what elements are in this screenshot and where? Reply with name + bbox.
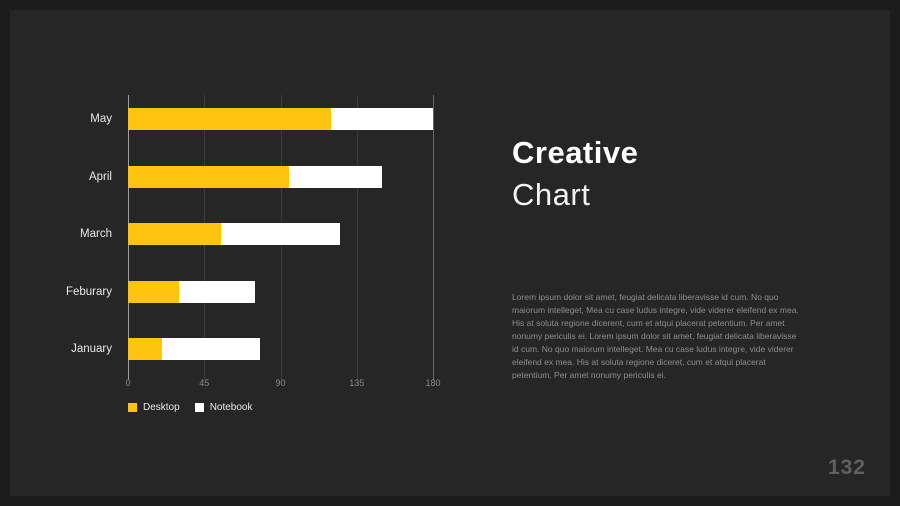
chart-legend: Desktop Notebook: [128, 402, 253, 413]
x-tick-label: 45: [199, 378, 210, 388]
bar-row: [128, 108, 433, 130]
bar-segment-notebook: [221, 223, 340, 245]
category-label: April: [88, 170, 112, 183]
bar-segment-notebook: [288, 165, 383, 188]
title-line-2: Chart: [512, 177, 591, 212]
legend-item: Desktop: [128, 402, 180, 413]
bar-row: [128, 165, 433, 188]
bar-segment-desktop: [128, 280, 179, 303]
x-tick-label: 180: [425, 378, 441, 388]
bar-segment-desktop: [128, 223, 222, 245]
bar-row: [128, 338, 433, 360]
legend-swatch: [194, 403, 204, 412]
slide-title: Creative Chart: [512, 132, 638, 216]
bar-row: [128, 223, 433, 245]
body-paragraph: Lorem ipsum dolor sit amet, feugiat deli…: [512, 292, 799, 380]
x-axis-ticks: 0 45 90 135 180: [125, 378, 440, 392]
x-tick-label: 135: [349, 378, 365, 388]
category-label: January: [71, 343, 112, 355]
x-tick-label: 90: [275, 378, 286, 388]
legend-label: Desktop: [143, 402, 180, 413]
category-label: May: [90, 113, 112, 125]
category-label: March: [80, 228, 112, 240]
x-tick-label: 0: [125, 378, 131, 388]
bar-segment-notebook: [331, 108, 433, 130]
bar-row: [128, 280, 433, 303]
bar-segment-notebook: [178, 280, 256, 303]
legend-label: Notebook: [209, 402, 253, 413]
legend-item: Notebook: [194, 402, 253, 413]
bar-segment-desktop: [128, 338, 162, 360]
legend-swatch: [128, 403, 137, 412]
category-label: Feburary: [65, 285, 112, 298]
gridline: [433, 95, 434, 380]
bar-segment-desktop: [128, 165, 289, 188]
category-labels: May April March Feburary January: [0, 95, 118, 380]
page-number: 132: [827, 456, 866, 479]
title-line-1: Creative: [512, 135, 639, 170]
bar-segment-desktop: [128, 108, 332, 130]
bar-segment-notebook: [161, 338, 261, 360]
gridline: [356, 95, 358, 380]
plot-area: [128, 95, 434, 380]
